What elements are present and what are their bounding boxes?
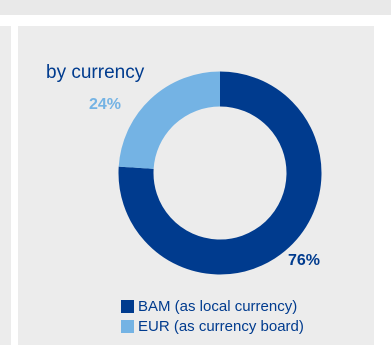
legend: BAM (as local currency) EUR (as currency… [121,296,304,336]
donut-chart: 76% 24% [89,71,322,275]
data-label-bam: 76% [288,252,320,269]
chart-title: by currency [46,62,145,83]
legend-item-eur: EUR (as currency board) [121,316,304,336]
chart-panel: 76% 24% by currency BAM (as local currenc… [18,26,374,345]
donut-slice-bam [118,71,322,275]
legend-label-eur: EUR (as currency board) [138,317,304,335]
legend-item-bam: BAM (as local currency) [121,296,304,316]
data-label-eur: 24% [89,96,121,113]
legend-swatch-bam [121,299,134,313]
legend-label-bam: BAM (as local currency) [138,297,298,315]
top-band [0,0,391,15]
legend-swatch-eur [121,319,134,333]
left-panel-strip [0,26,11,345]
donut-slice-eur [118,71,221,170]
